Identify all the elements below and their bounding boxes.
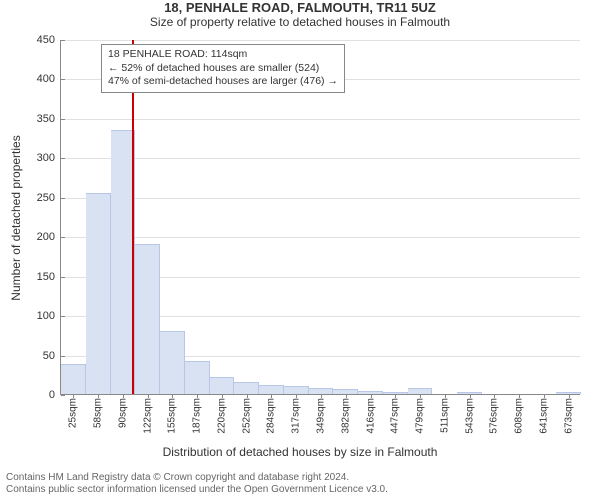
- histogram-bar: [210, 377, 235, 394]
- x-tick: 220sqm: [216, 398, 227, 434]
- histogram-plot: 05010015020025030035040045025sqm58sqm90s…: [60, 40, 580, 395]
- x-tick: 447sqm: [390, 398, 401, 434]
- y-tick: 100: [37, 310, 61, 322]
- page-title: 18, PENHALE ROAD, FALMOUTH, TR11 5UZ: [0, 0, 600, 15]
- annotation-line: ← 52% of detached houses are smaller (52…: [108, 62, 338, 76]
- annotation-box: 18 PENHALE ROAD: 114sqm← 52% of detached…: [101, 44, 345, 93]
- x-tick: 576sqm: [489, 398, 500, 434]
- x-tick: 608sqm: [514, 398, 525, 434]
- x-tick: 641sqm: [538, 398, 549, 434]
- y-tick: 150: [37, 271, 61, 283]
- y-tick: 50: [43, 350, 61, 362]
- grid-line: [61, 158, 580, 159]
- x-tick: 284sqm: [266, 398, 277, 434]
- histogram-bar: [284, 386, 309, 394]
- y-tick: 350: [37, 113, 61, 125]
- histogram-bar: [86, 193, 111, 394]
- x-tick: 122sqm: [142, 398, 153, 434]
- x-tick: 317sqm: [291, 398, 302, 434]
- x-tick: 673sqm: [563, 398, 574, 434]
- y-tick: 250: [37, 192, 61, 204]
- y-tick: 300: [37, 152, 61, 164]
- footnote-line: Contains HM Land Registry data © Crown c…: [6, 472, 388, 484]
- histogram-bar: [160, 331, 185, 394]
- page-subtitle: Size of property relative to detached ho…: [0, 15, 600, 29]
- x-tick: 511sqm: [439, 398, 450, 433]
- x-tick: 479sqm: [415, 398, 426, 434]
- footnote-line: Contains public sector information licen…: [6, 484, 388, 496]
- y-tick: 0: [49, 389, 61, 401]
- annotation-line: 47% of semi-detached houses are larger (…: [108, 75, 338, 89]
- y-tick: 450: [37, 34, 61, 46]
- x-tick: 58sqm: [93, 398, 104, 428]
- histogram-bar: [185, 361, 210, 394]
- x-tick: 349sqm: [316, 398, 327, 434]
- x-tick: 416sqm: [365, 398, 376, 434]
- y-tick: 200: [37, 231, 61, 243]
- footnote: Contains HM Land Registry data © Crown c…: [6, 472, 388, 496]
- grid-line: [61, 237, 580, 238]
- histogram-bar: [259, 385, 284, 394]
- histogram-bar: [61, 364, 86, 394]
- x-axis-label: Distribution of detached houses by size …: [0, 445, 600, 459]
- x-tick: 25sqm: [68, 398, 79, 428]
- y-tick: 400: [37, 73, 61, 85]
- histogram-bar: [234, 382, 259, 394]
- grid-line: [61, 40, 580, 41]
- grid-line: [61, 119, 580, 120]
- y-axis-label: Number of detached properties: [9, 135, 23, 300]
- x-tick: 155sqm: [167, 398, 178, 434]
- x-tick: 90sqm: [117, 398, 128, 428]
- x-tick: 382sqm: [340, 398, 351, 434]
- histogram-bar: [135, 244, 160, 394]
- annotation-line: 18 PENHALE ROAD: 114sqm: [108, 48, 338, 62]
- x-tick: 252sqm: [241, 398, 252, 434]
- grid-line: [61, 198, 580, 199]
- x-tick: 187sqm: [192, 398, 203, 434]
- property-marker: [132, 40, 134, 394]
- x-tick: 543sqm: [464, 398, 475, 434]
